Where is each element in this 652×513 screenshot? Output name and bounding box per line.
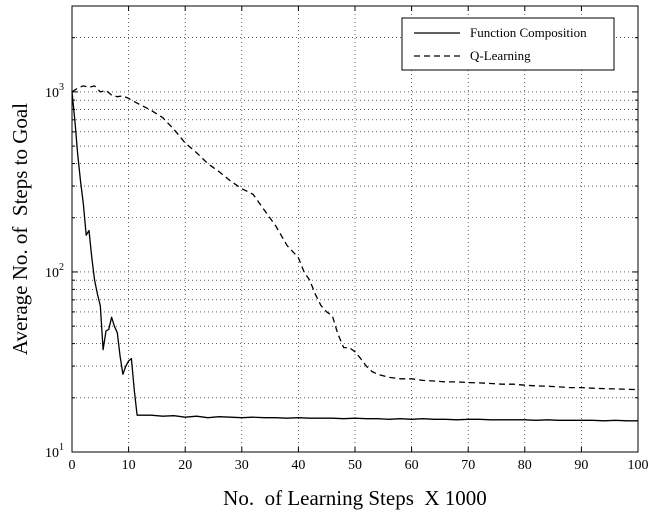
x-tick-label: 50 <box>348 458 362 473</box>
grid <box>72 6 638 452</box>
series-line-q-learning <box>71 85 639 391</box>
x-tick-label: 20 <box>178 458 192 473</box>
y-tick-label: 103 <box>45 82 64 101</box>
x-tick-label: 90 <box>574 458 588 473</box>
legend: Function Composition Q-Learning <box>401 17 615 71</box>
plot-frame <box>71 5 639 453</box>
x-tick-label: 10 <box>122 458 136 473</box>
x-tick-label: 60 <box>405 458 419 473</box>
x-tick-label: 100 <box>628 458 649 473</box>
x-tick-label: 40 <box>291 458 305 473</box>
y-axis-title: Average No. of Steps to Goal <box>8 103 32 355</box>
x-tick-label: 0 <box>69 458 76 473</box>
x-tick-label: 70 <box>461 458 475 473</box>
series-group <box>71 85 639 422</box>
x-tick-label: 80 <box>518 458 532 473</box>
ticks: 0 10 20 30 40 50 60 70 80 90 100 101 102 103 <box>45 5 649 473</box>
x-tick-label: 30 <box>235 458 249 473</box>
y-tick-label: 101 <box>45 442 64 461</box>
legend-box <box>401 17 615 71</box>
x-axis-title: No. of Learning Steps X 1000 <box>223 486 487 510</box>
series-line-function-composition <box>71 91 638 422</box>
legend-label-q-learning: Q-Learning <box>470 48 531 63</box>
y-tick-label: 102 <box>45 262 64 281</box>
legend-label-function-composition: Function Composition <box>470 25 587 40</box>
